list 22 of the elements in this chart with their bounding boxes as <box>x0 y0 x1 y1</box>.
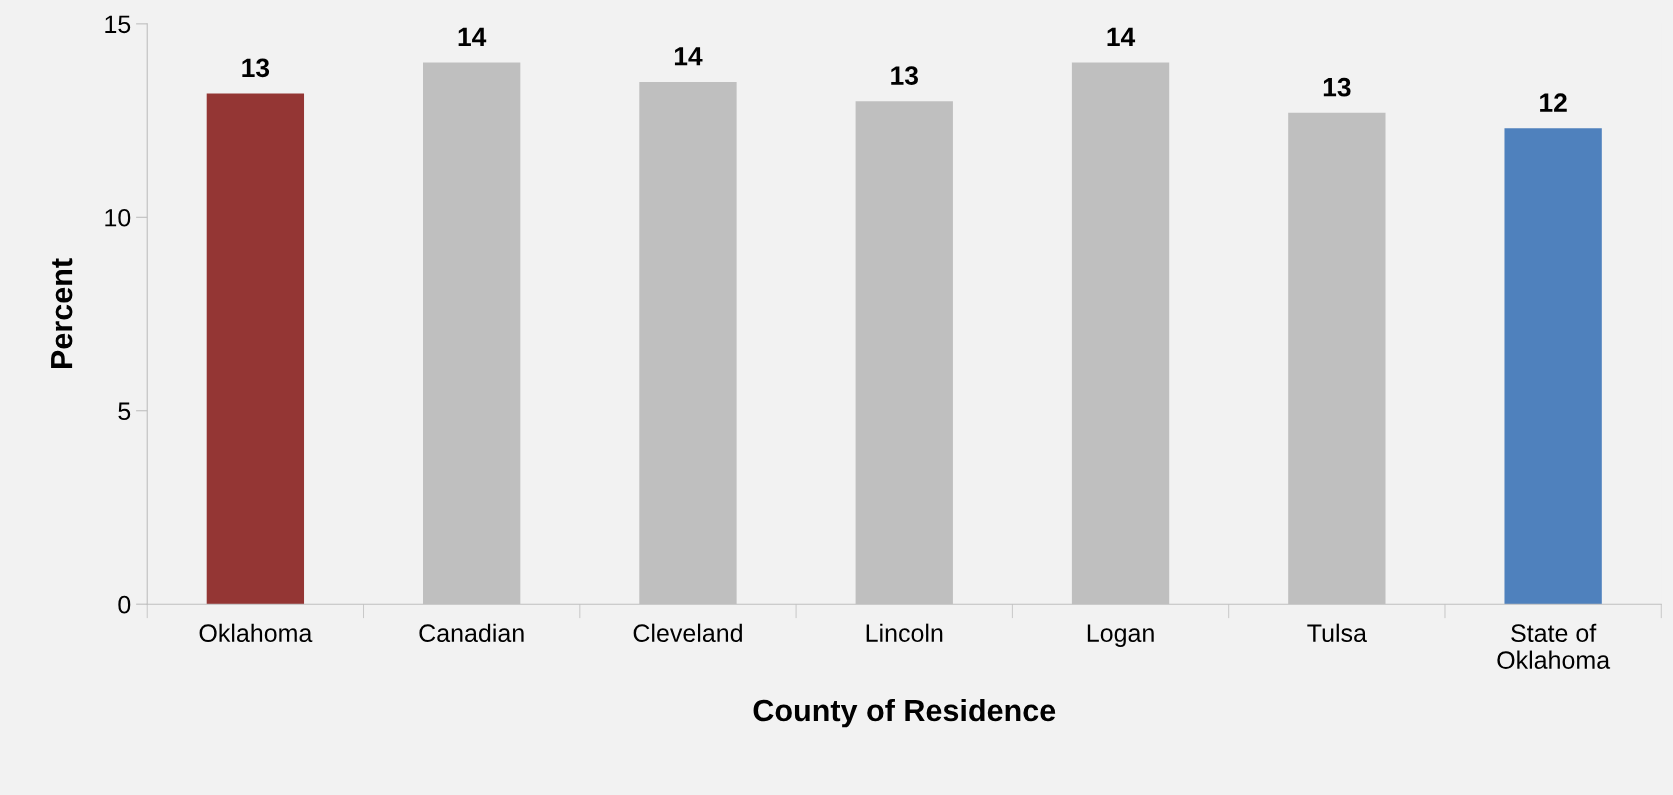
x-tick-label: Tulsa <box>1307 623 1367 643</box>
data-label: 13 <box>1323 77 1351 97</box>
data-label: 14 <box>458 27 487 46</box>
x-axis-title: County of Residence <box>753 698 1056 728</box>
data-label: 13 <box>242 58 270 78</box>
bar <box>206 93 305 605</box>
x-tick-label: State of Oklahoma <box>1497 623 1611 669</box>
bar <box>1504 128 1602 605</box>
data-label: 14 <box>674 47 703 66</box>
y-axis-title: Percent <box>51 258 73 369</box>
y-tick-label: 15 <box>105 15 131 34</box>
x-tick-label: Oklahoma <box>199 623 313 643</box>
y-tick-label: 5 <box>118 402 131 421</box>
y-tick-label: 10 <box>105 208 131 227</box>
x-tick-label: Lincoln <box>866 623 943 643</box>
x-tick-label: Cleveland <box>633 623 742 643</box>
x-tick-label: Logan <box>1087 624 1154 647</box>
x-tick-label: Canadian <box>419 623 524 643</box>
data-label: 12 <box>1540 93 1567 112</box>
data-label: 14 <box>1107 27 1136 46</box>
data-label: 13 <box>891 66 918 85</box>
y-tick-label: 0 <box>118 595 131 614</box>
